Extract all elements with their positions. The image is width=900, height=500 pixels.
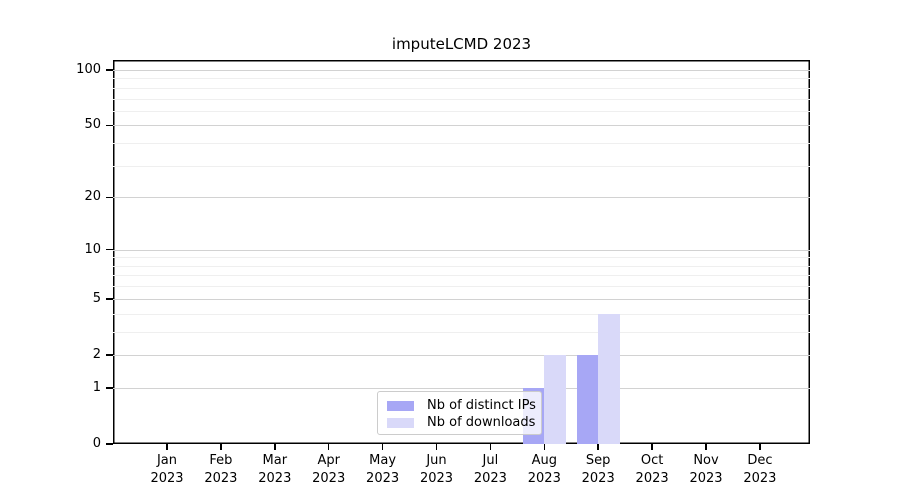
- x-tick-may: [381, 444, 384, 450]
- x-tick-apr: [327, 444, 330, 450]
- legend-label-distinct-ips: Nb of distinct IPs: [427, 398, 536, 413]
- legend-label-downloads: Nb of downloads: [427, 415, 536, 430]
- gridline-y-9: [113, 257, 810, 259]
- gridline-y-3: [113, 331, 810, 333]
- y-tick-50: [106, 124, 113, 127]
- x-tick-label-feb: Feb 2023: [204, 453, 238, 486]
- x-tick-label-aug: Aug 2023: [527, 453, 561, 486]
- gridline-y-1: [113, 387, 810, 389]
- y-tick-2: [106, 354, 113, 356]
- x-tick-mar: [274, 444, 276, 450]
- legend-row-downloads: Nb of downloads: [378, 414, 541, 431]
- y-tick-5: [106, 298, 113, 300]
- y-tick-0: [106, 443, 113, 445]
- x-tick-dec: [759, 444, 761, 450]
- y-tick-20: [106, 196, 113, 199]
- y-tick-label-50: 50: [84, 117, 101, 133]
- y-tick-label-100: 100: [76, 62, 101, 78]
- legend-swatch-downloads: [387, 417, 414, 428]
- bars-layer: [113, 60, 810, 444]
- y-tick-100: [106, 69, 113, 71]
- x-tick-jul: [489, 444, 492, 450]
- grid-layer: [113, 60, 810, 444]
- gridline-y-70: [113, 98, 810, 100]
- gridline-y-4: [113, 313, 810, 315]
- legend: Nb of distinct IPs Nb of downloads: [377, 391, 542, 435]
- bar-distinct-ips-sep: [576, 354, 599, 444]
- x-tick-oct: [651, 444, 653, 450]
- y-tick-10: [106, 248, 113, 251]
- x-tick-feb: [220, 444, 222, 450]
- gridline-y-50: [113, 125, 810, 127]
- x-tick-label-jul: Jul 2023: [473, 453, 507, 486]
- y-tick-1: [106, 387, 113, 389]
- gridline-y-90: [113, 78, 810, 80]
- axis-layer: 0 1 2 5 10 20 50 100 Jan 2023 Feb 2023 Mar 2023 Apr 202…: [76, 60, 810, 485]
- bar-downloads-aug: [544, 354, 566, 444]
- x-tick-aug: [543, 444, 546, 450]
- x-tick-label-jan: Jan 2023: [150, 453, 184, 486]
- y-tick-label-1: 1: [92, 379, 101, 395]
- y-tick-label-10: 10: [84, 241, 101, 257]
- legend-swatch-distinct-ips: [387, 400, 414, 411]
- gridline-y-2: [113, 354, 810, 356]
- gridline-y-60: [113, 110, 810, 112]
- x-tick-label-oct: Oct 2023: [635, 453, 669, 486]
- gridline-y-8: [113, 265, 810, 267]
- x-tick-label-jun: Jun 2023: [419, 453, 454, 486]
- gridline-y-20: [113, 197, 810, 199]
- gridline-y-6: [113, 286, 810, 288]
- gridline-y-7: [113, 275, 810, 277]
- x-tick-label-mar: Mar 2023: [258, 453, 292, 486]
- bar-downloads-sep: [598, 313, 620, 444]
- x-tick-label-sep: Sep 2023: [581, 453, 615, 486]
- legend-row-distinct-ips: Nb of distinct IPs: [378, 397, 541, 414]
- y-tick-label-0: 0: [92, 436, 101, 451]
- y-tick-label-5: 5: [92, 290, 101, 306]
- y-tick-label-20: 20: [84, 189, 101, 205]
- gridline-y-5: [113, 298, 810, 300]
- x-tick-label-may: May 2023: [366, 453, 400, 486]
- gridline-y-100: [113, 70, 810, 72]
- y-tick-label-2: 2: [92, 346, 101, 362]
- plot-area: 0 1 2 5 10 20 50 100 Jan 2023 Feb 2023 Mar 2023 Apr 202…: [76, 60, 810, 486]
- x-tick-nov: [705, 444, 707, 450]
- x-tick-label-nov: Nov 2023: [689, 453, 723, 486]
- x-tick-sep: [597, 444, 599, 450]
- x-tick-jan: [166, 444, 168, 450]
- gridline-y-40: [113, 143, 810, 145]
- chart-title: imputeLCMD 2023: [391, 35, 532, 53]
- x-tick-jun: [435, 444, 438, 450]
- gridline-y-80: [113, 87, 810, 89]
- gridline-y-10: [113, 249, 810, 251]
- x-tick-label-apr: Apr 2023: [312, 453, 346, 486]
- x-tick-label-dec: Dec 2023: [743, 453, 777, 486]
- gridline-y-30: [113, 165, 810, 167]
